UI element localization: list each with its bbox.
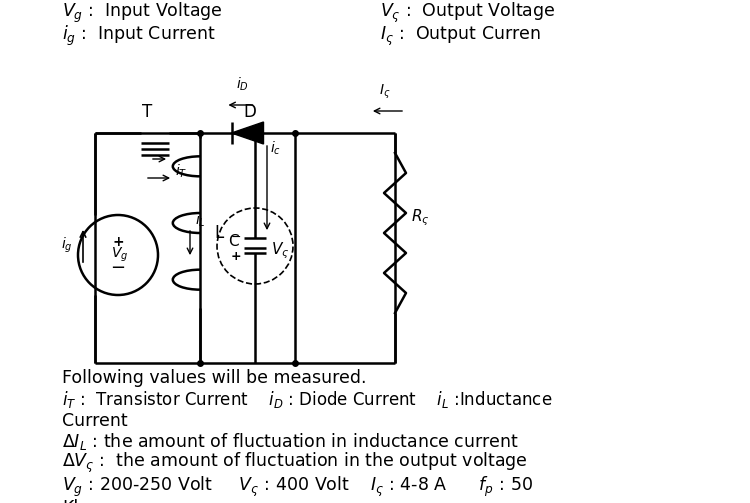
Text: T: T [142,103,152,121]
Text: $I_\varsigma$ :  Output Curren: $I_\varsigma$ : Output Curren [380,25,541,48]
Text: +: + [230,249,241,263]
Text: +: + [112,235,124,249]
Text: $I_\varsigma$: $I_\varsigma$ [380,82,391,101]
Text: $i_g$: $i_g$ [62,235,73,255]
Text: L: L [214,224,223,242]
Text: $i_g$ :  Input Current: $i_g$ : Input Current [62,24,215,48]
Text: Following values will be measured.: Following values will be measured. [62,369,367,387]
Text: $V_g$ :  Input Voltage: $V_g$ : Input Voltage [62,1,223,25]
Text: D: D [243,103,256,121]
Text: $\Delta V_\varsigma$ :  the amount of fluctuation in the output voltage: $\Delta V_\varsigma$ : the amount of flu… [62,451,528,475]
Text: $V_g$ : 200-250 Volt     $V_\varsigma$ : 400 Volt    $I_\varsigma$ : 4-8 A      : $V_g$ : 200-250 Volt $V_\varsigma$ : 400… [62,475,533,499]
Text: Khz: Khz [62,499,94,503]
Text: $V_\varsigma$: $V_\varsigma$ [271,241,290,261]
Text: −: − [230,230,241,243]
Text: C: C [228,233,239,248]
Text: $i_D$: $i_D$ [236,75,249,93]
Text: $i_T$ :  Transistor Current    $i_D$ : Diode Current    $i_L$ :Inductance: $i_T$ : Transistor Current $i_D$ : Diode… [62,389,553,410]
Text: $i_L$: $i_L$ [195,211,206,229]
Text: $V_g$: $V_g$ [111,246,129,264]
Text: $i_T$: $i_T$ [175,162,188,180]
Text: $\Delta I_L$ : the amount of fluctuation in inductance current: $\Delta I_L$ : the amount of fluctuation… [62,432,519,453]
Text: $V_\varsigma$ :  Output Voltage: $V_\varsigma$ : Output Voltage [380,1,556,25]
Text: Current: Current [62,412,128,430]
Text: $R_\varsigma$: $R_\varsigma$ [411,208,430,228]
Polygon shape [232,122,263,144]
Text: $i_c$: $i_c$ [270,139,281,157]
Text: −: − [110,259,125,277]
